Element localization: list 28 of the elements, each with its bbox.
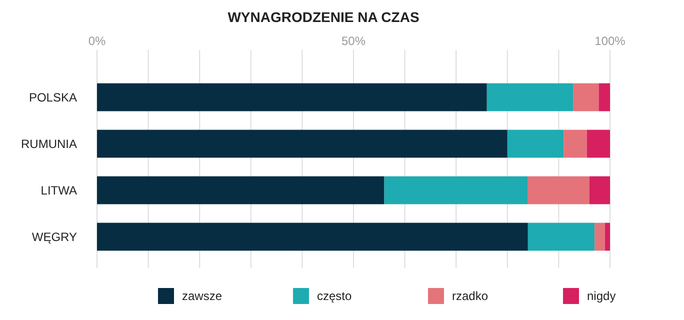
x-tick-label: 50% [341, 34, 366, 48]
legend-label: często [317, 289, 352, 304]
bar [97, 130, 508, 158]
x-tick-label: 100% [594, 34, 626, 48]
bar [507, 130, 564, 158]
bar [564, 130, 587, 158]
bar [97, 222, 528, 251]
bar [486, 83, 574, 112]
bar [589, 176, 610, 204]
x-tick-label: 0% [88, 34, 106, 48]
bar [97, 83, 487, 112]
bar [528, 176, 590, 204]
bar [573, 83, 599, 112]
bar [528, 222, 595, 251]
chart-title: WYNAGRODZENIE NA CZAS [228, 9, 420, 25]
bar [594, 222, 605, 251]
bar [586, 130, 610, 158]
bar [384, 176, 528, 204]
legend-label: zawsze [182, 289, 222, 304]
y-tick-label: POLSKA [28, 90, 77, 104]
legend-label: nigdy [587, 289, 616, 304]
y-tick-label: LITWA [40, 183, 77, 198]
y-tick-label: WĘGRY [32, 230, 77, 244]
bar [598, 83, 610, 112]
legend-label: rzadko [452, 289, 488, 304]
bar [604, 222, 610, 251]
bar [97, 176, 384, 204]
y-tick-label: RUMUNIA [21, 136, 77, 151]
